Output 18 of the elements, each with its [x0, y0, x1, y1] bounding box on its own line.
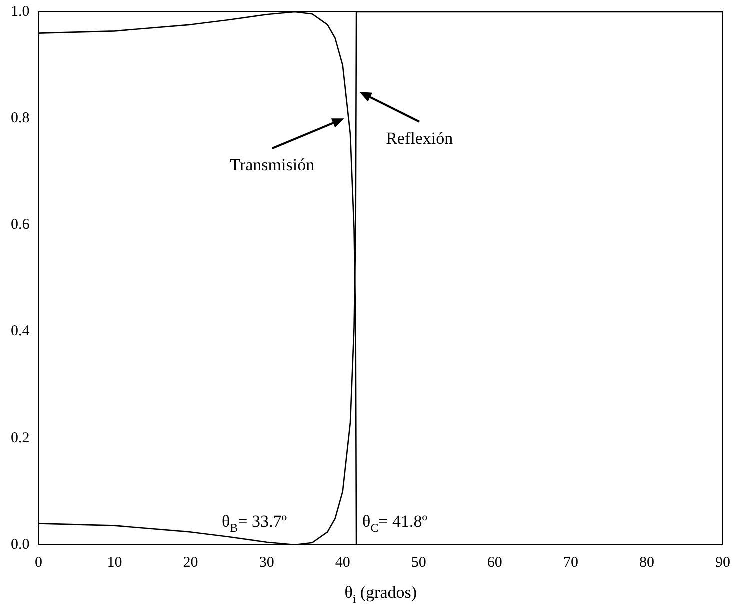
x-tick-label: 30	[259, 554, 274, 571]
x-tick-label: 60	[487, 554, 502, 571]
annotation: Reflexión	[386, 128, 454, 148]
y-tick-label: 0.4	[11, 324, 30, 340]
y-tick-label: 0.6	[11, 217, 30, 234]
x-tick-label: 70	[563, 554, 578, 571]
x-tick-label: 10	[107, 554, 122, 571]
x-tick-label: 40	[335, 554, 350, 571]
y-tick-label: 0.0	[11, 536, 30, 553]
x-tick-label: 0	[35, 554, 42, 571]
x-tick-label: 20	[183, 554, 198, 571]
x-tick-label: 80	[639, 554, 654, 571]
annotation: Transmisión	[230, 156, 316, 175]
y-tick-label: 0.2	[11, 430, 30, 446]
y-tick-label: 1.0	[11, 4, 30, 20]
x-tick-label: 50	[411, 554, 426, 571]
y-tick-label: 0.8	[11, 110, 30, 127]
x-tick-label: 90	[716, 554, 730, 571]
